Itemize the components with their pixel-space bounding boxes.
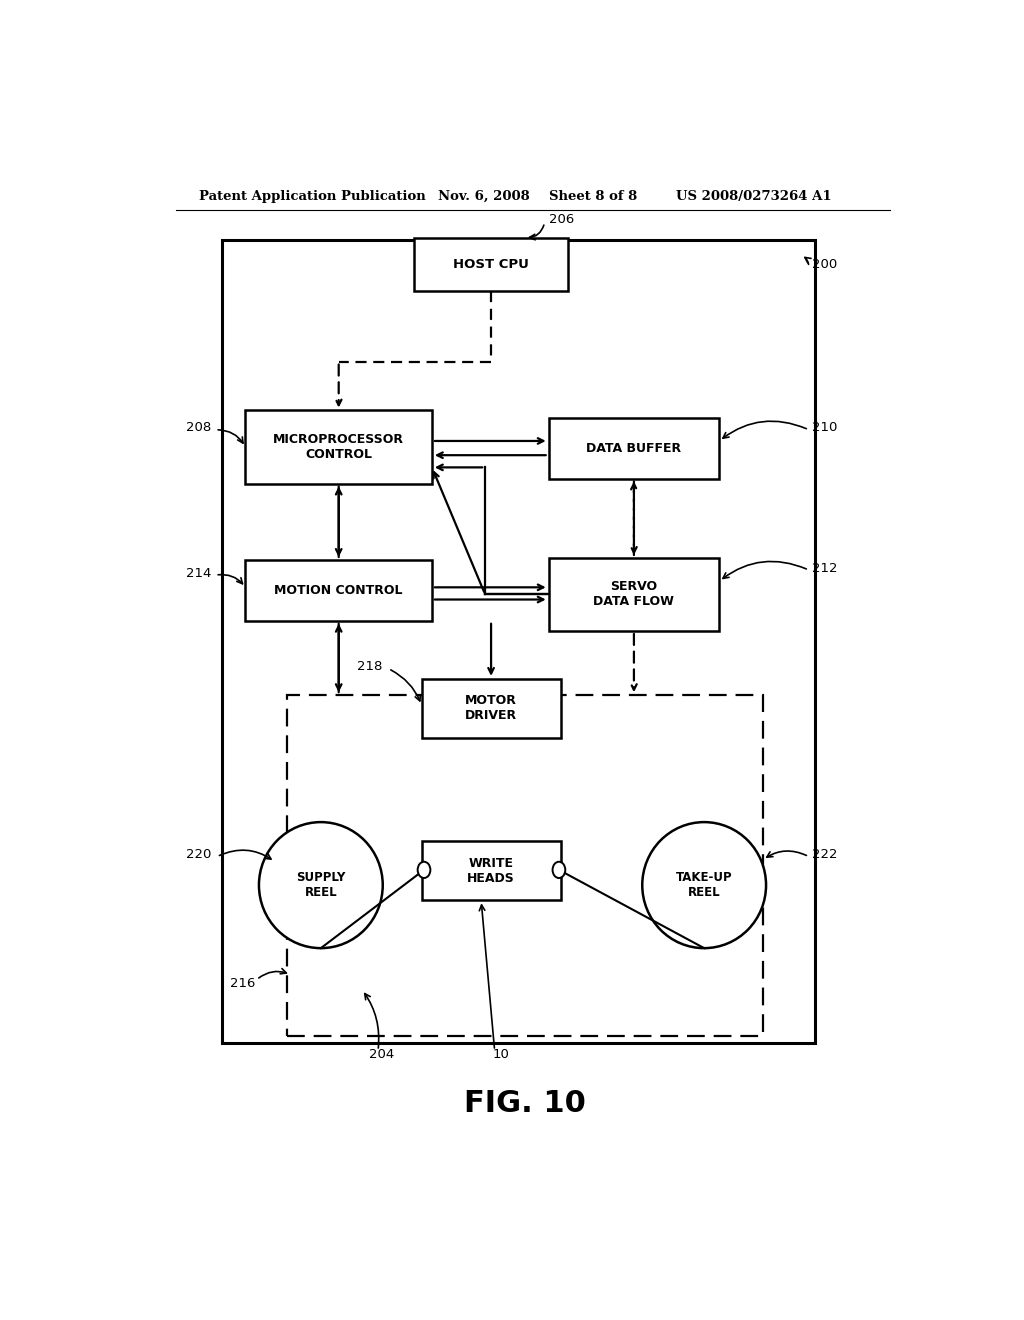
Text: 208: 208 [186, 421, 211, 434]
Text: Nov. 6, 2008: Nov. 6, 2008 [437, 190, 529, 202]
Ellipse shape [259, 822, 383, 948]
Bar [221, 240, 815, 1043]
Text: TAKE-UP
REEL: TAKE-UP REEL [676, 871, 732, 899]
Circle shape [553, 862, 565, 878]
Ellipse shape [642, 822, 766, 948]
Text: 216: 216 [229, 977, 255, 990]
Bar [287, 696, 763, 1036]
Text: 212: 212 [812, 561, 838, 574]
Text: 220: 220 [186, 849, 211, 861]
Text: WRITE
HEADS: WRITE HEADS [467, 857, 515, 884]
Text: SUPPLY
REEL: SUPPLY REEL [296, 871, 345, 899]
Text: MOTION CONTROL: MOTION CONTROL [274, 583, 403, 597]
Text: 206: 206 [549, 213, 573, 226]
Bar [422, 678, 560, 738]
Bar [549, 558, 719, 631]
Text: US 2008/0273264 A1: US 2008/0273264 A1 [676, 190, 831, 202]
Text: DATA BUFFER: DATA BUFFER [587, 442, 682, 454]
Text: SERVO
DATA FLOW: SERVO DATA FLOW [594, 581, 675, 609]
Text: 214: 214 [186, 566, 211, 579]
Text: FIG. 10: FIG. 10 [464, 1089, 586, 1118]
Text: Sheet 8 of 8: Sheet 8 of 8 [549, 190, 637, 202]
Bar [246, 560, 432, 620]
Text: MOTOR
DRIVER: MOTOR DRIVER [465, 694, 517, 722]
Text: 222: 222 [812, 849, 838, 861]
Text: Patent Application Publication: Patent Application Publication [200, 190, 426, 202]
Text: 218: 218 [356, 660, 382, 673]
Bar [414, 238, 568, 290]
Text: HOST CPU: HOST CPU [454, 257, 529, 271]
Text: MICROPROCESSOR
CONTROL: MICROPROCESSOR CONTROL [273, 433, 404, 461]
Text: 204: 204 [370, 1048, 394, 1061]
Text: 200: 200 [812, 257, 838, 271]
Bar [422, 841, 560, 900]
Bar [246, 411, 432, 483]
Circle shape [418, 862, 430, 878]
Text: 210: 210 [812, 421, 838, 434]
Bar [549, 417, 719, 479]
Text: 10: 10 [493, 1048, 509, 1061]
